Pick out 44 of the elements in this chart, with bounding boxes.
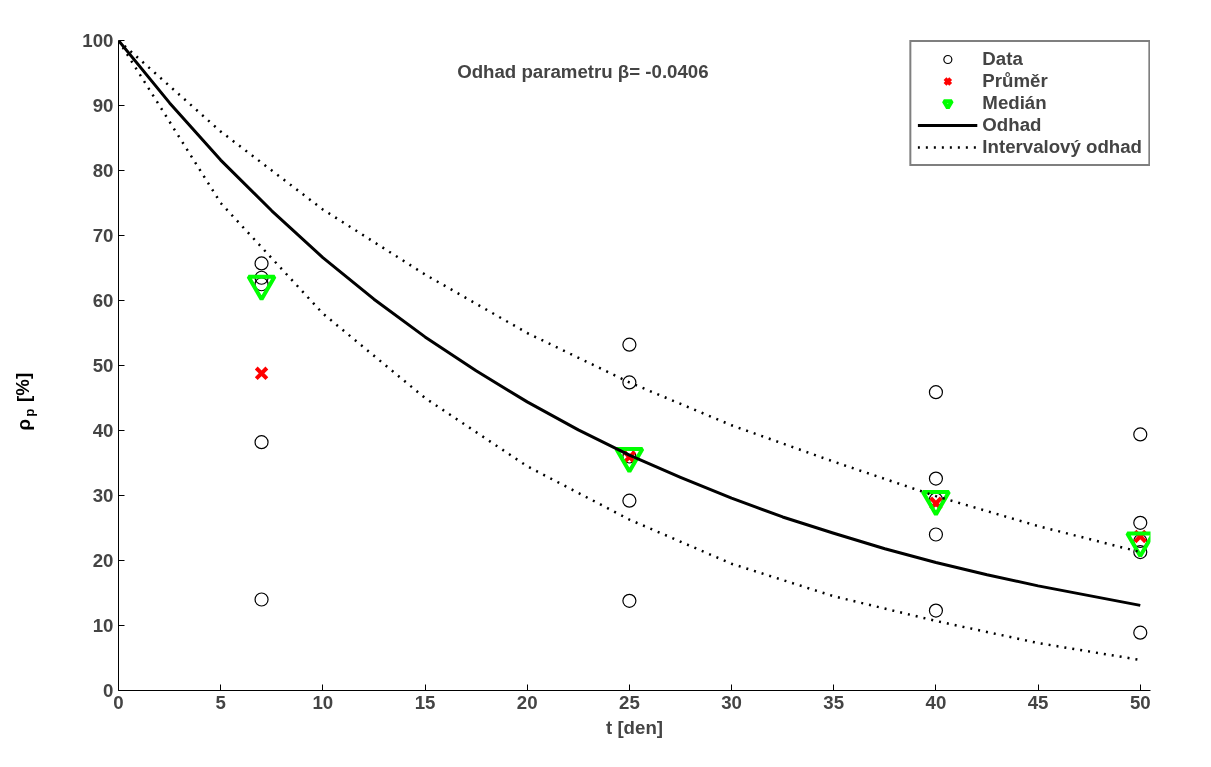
x-tick-label: 40 xyxy=(925,691,947,713)
point xyxy=(928,527,944,542)
point xyxy=(1133,515,1148,530)
point xyxy=(1133,427,1148,442)
point xyxy=(622,593,637,608)
point xyxy=(622,375,637,390)
y-tick-label: 60 xyxy=(92,290,114,311)
y-tick-label: 80 xyxy=(92,160,114,181)
y-tick-label: 90 xyxy=(92,95,114,116)
x-tick-label: 10 xyxy=(312,691,334,713)
legend-label: Průměr xyxy=(982,70,1048,92)
legend-label: Data xyxy=(982,48,1023,70)
point xyxy=(622,337,637,352)
x-tick-label: 5 xyxy=(215,691,226,713)
y-tick-label: 20 xyxy=(92,550,114,571)
x-tick-label: 50 xyxy=(1129,691,1151,713)
y-tick-label: 40 xyxy=(92,420,114,441)
x-tick-label: 25 xyxy=(619,691,640,713)
point xyxy=(928,603,944,618)
x-tick-label: 35 xyxy=(823,691,845,713)
legend-label: Medián xyxy=(982,92,1047,114)
point xyxy=(254,435,269,450)
legend-label: Intervalový odhad xyxy=(982,136,1142,158)
point xyxy=(254,366,269,381)
x-tick-label: 30 xyxy=(721,691,742,713)
y-tick-label: 10 xyxy=(92,615,114,636)
y-tick-label: 30 xyxy=(92,485,114,506)
legend-label: Odhad xyxy=(982,114,1042,136)
x-tick-label: 15 xyxy=(414,691,436,713)
x-tick-label: 20 xyxy=(516,691,538,713)
point xyxy=(254,270,269,285)
point xyxy=(928,471,944,486)
point xyxy=(254,592,269,607)
y-axis-title: ρp [%] xyxy=(12,372,37,431)
y-tick-label: 100 xyxy=(82,30,114,51)
point xyxy=(928,385,944,400)
point xyxy=(1133,625,1148,640)
point xyxy=(254,256,269,271)
point xyxy=(622,493,637,508)
x-tick-label: 45 xyxy=(1027,691,1049,713)
annotation: Odhad parametru β= -0.0406 xyxy=(457,60,709,82)
y-tick-label: 70 xyxy=(92,225,114,246)
y-tick-label: 50 xyxy=(92,355,114,376)
x-axis-title: t [den] xyxy=(606,716,664,738)
